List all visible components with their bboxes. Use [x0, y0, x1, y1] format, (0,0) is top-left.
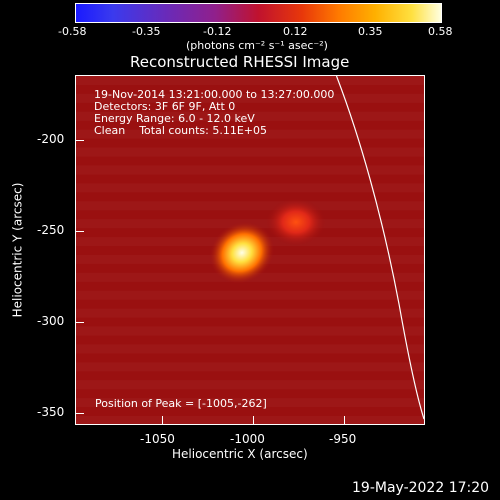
y-tick-label-1: -200	[37, 132, 65, 146]
solar-limb-curve	[335, 76, 424, 420]
x-tick-label-2: -1000	[230, 432, 265, 446]
primary-source	[209, 221, 275, 284]
info-line-4: Clean Total counts: 5.11E+05	[94, 124, 268, 137]
info-line-3: Energy Range: 6.0 - 12.0 keV	[94, 112, 255, 125]
colorbar-tick-label-2: -0.35	[132, 25, 161, 38]
y-tick-mark-4	[76, 413, 84, 414]
y-tick-label-2: -250	[37, 223, 65, 237]
secondary-source	[266, 198, 326, 246]
peak-position-label: Position of Peak = [-1005,-262]	[95, 397, 267, 410]
colorbar-tick-label-1: -0.58	[58, 25, 87, 38]
y-tick-mark-3	[76, 322, 84, 323]
x-tick-mark-2	[253, 416, 254, 424]
x-axis-label: Heliocentric X (arcsec)	[172, 447, 308, 461]
colorbar-tick-label-3: -0.12	[203, 25, 232, 38]
colorbar-tick-label-5: 0.35	[358, 25, 383, 38]
flare-map	[76, 76, 424, 424]
y-tick-mark-2	[76, 231, 84, 232]
y-tick-label-3: -300	[37, 314, 65, 328]
x-tick-label-1: -1050	[140, 432, 175, 446]
info-line-2: Detectors: 3F 6F 9F, Att 0	[94, 100, 236, 113]
rhessi-image-plot: 19-Nov-2014 13:21:00.000 to 13:27:00.000…	[75, 75, 425, 425]
y-tick-mark-1	[76, 140, 84, 141]
x-tick-mark-1	[162, 416, 163, 424]
colorbar-unit-label: (photons cm⁻² s⁻¹ asec⁻²)	[186, 39, 328, 52]
x-tick-label-3: -950	[329, 432, 357, 446]
x-tick-mark-3	[344, 416, 345, 424]
footer-timestamp: 19-May-2022 17:20	[352, 480, 490, 496]
colorbar	[75, 3, 442, 23]
y-axis-label: Heliocentric Y (arcsec)	[10, 182, 25, 318]
colorbar-tick-label-4: 0.12	[283, 25, 308, 38]
image-title: Reconstructed RHESSI Image	[130, 53, 350, 71]
y-tick-label-4: -350	[37, 405, 65, 419]
colorbar-tick-label-6: 0.58	[428, 25, 453, 38]
info-line-1: 19-Nov-2014 13:21:00.000 to 13:27:00.000	[94, 88, 335, 101]
